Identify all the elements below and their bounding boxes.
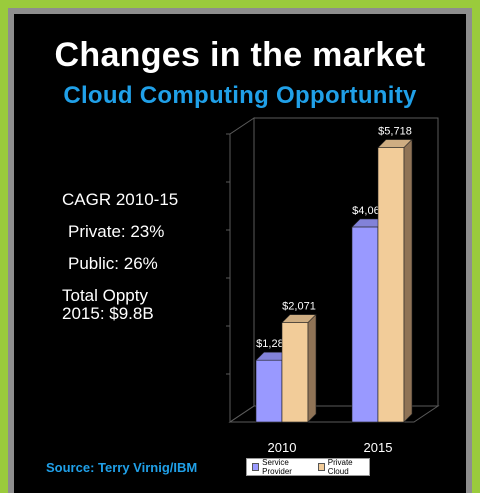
bar-service-provider-2010 [255,359,283,423]
bar-service-provider-2015 [351,226,379,423]
legend-swatch-service-provider [252,463,260,471]
cagr-label: CAGR 2010-15 [62,190,179,209]
public-cagr: Public: 26% [68,254,158,273]
bar-side-face [307,313,317,423]
total-oppty-line1: Total Oppty [62,286,148,305]
slide-subtitle: Cloud Computing Opportunity [63,82,417,109]
bar-chart: $1,287 $2,071 2010 $4,063 $5,718 2015 [226,117,440,455]
data-label: $4,063 [352,205,386,217]
legend-label-service-provider: Service Provider [262,458,292,476]
source-citation: Source: Terry Virnig/IBM [46,460,198,475]
legend-label-private-cloud: Private Cloud [327,458,353,476]
chart-side-wall [229,117,255,423]
x-tick-label: 2010 [268,440,297,455]
chart-legend: Service Provider Private Cloud [246,458,370,476]
x-tick-label: 2015 [364,440,393,455]
legend-swatch-private-cloud [317,463,325,471]
data-label: $2,071 [282,301,316,313]
bar-side-face [403,138,413,423]
bar-private-cloud-2015 [377,147,405,423]
data-label: $5,718 [378,126,412,138]
bar-private-cloud-2010 [281,322,309,423]
data-label: $1,287 [256,338,290,350]
total-oppty-line2: 2015: $9.8B [62,304,154,323]
private-cagr: Private: 23% [68,222,165,241]
slide-title: Changes in the market [54,36,426,74]
slide: Changes in the market Cloud Computing Op… [14,14,466,493]
